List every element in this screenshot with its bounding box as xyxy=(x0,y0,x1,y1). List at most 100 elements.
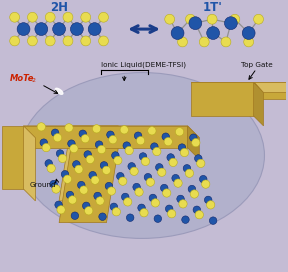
Circle shape xyxy=(99,213,106,221)
Circle shape xyxy=(75,165,83,174)
Polygon shape xyxy=(59,126,118,201)
Circle shape xyxy=(183,165,191,172)
Circle shape xyxy=(135,188,143,196)
Circle shape xyxy=(52,185,60,193)
Circle shape xyxy=(172,174,179,182)
Circle shape xyxy=(230,14,240,24)
Circle shape xyxy=(156,163,163,171)
Circle shape xyxy=(107,131,114,138)
Circle shape xyxy=(126,214,134,221)
Circle shape xyxy=(42,143,50,152)
Text: 2H: 2H xyxy=(50,1,68,14)
Circle shape xyxy=(81,135,89,143)
Polygon shape xyxy=(254,82,264,126)
Circle shape xyxy=(177,195,184,203)
Circle shape xyxy=(158,168,166,177)
Circle shape xyxy=(109,135,117,144)
Circle shape xyxy=(98,36,109,46)
Circle shape xyxy=(71,212,79,220)
Circle shape xyxy=(146,178,155,186)
Circle shape xyxy=(180,148,189,157)
Circle shape xyxy=(128,163,135,170)
Circle shape xyxy=(73,161,80,168)
Circle shape xyxy=(81,36,91,46)
Circle shape xyxy=(63,175,72,183)
Circle shape xyxy=(54,134,62,142)
Circle shape xyxy=(193,206,200,214)
Circle shape xyxy=(148,127,156,135)
Polygon shape xyxy=(2,126,24,189)
Circle shape xyxy=(96,197,104,205)
Circle shape xyxy=(134,132,142,140)
Circle shape xyxy=(185,169,194,177)
Circle shape xyxy=(86,155,94,163)
Circle shape xyxy=(88,23,101,36)
Circle shape xyxy=(119,177,127,185)
Circle shape xyxy=(254,14,264,24)
Circle shape xyxy=(199,37,209,47)
Circle shape xyxy=(98,12,109,22)
Polygon shape xyxy=(24,126,35,201)
Circle shape xyxy=(61,171,69,178)
Circle shape xyxy=(200,175,207,183)
Circle shape xyxy=(45,12,55,22)
Circle shape xyxy=(164,138,172,146)
Circle shape xyxy=(77,181,85,189)
Circle shape xyxy=(195,155,202,162)
Circle shape xyxy=(63,12,73,22)
Circle shape xyxy=(123,142,130,149)
Circle shape xyxy=(162,189,171,197)
Circle shape xyxy=(192,138,200,147)
Circle shape xyxy=(53,23,65,36)
Circle shape xyxy=(242,27,255,39)
Circle shape xyxy=(175,128,184,136)
Circle shape xyxy=(171,27,184,39)
Circle shape xyxy=(160,184,168,192)
Circle shape xyxy=(63,36,73,46)
Circle shape xyxy=(207,27,219,39)
Circle shape xyxy=(114,156,122,165)
Circle shape xyxy=(17,23,30,36)
Text: 2: 2 xyxy=(31,78,35,83)
Circle shape xyxy=(151,199,160,207)
Circle shape xyxy=(45,160,52,167)
Circle shape xyxy=(202,180,210,188)
Circle shape xyxy=(224,17,237,30)
Circle shape xyxy=(89,171,96,179)
Circle shape xyxy=(95,141,103,148)
Circle shape xyxy=(204,196,212,204)
Circle shape xyxy=(207,14,217,24)
Circle shape xyxy=(221,37,231,47)
Circle shape xyxy=(56,150,64,157)
Polygon shape xyxy=(192,82,264,92)
Circle shape xyxy=(55,201,62,209)
Circle shape xyxy=(40,139,48,146)
Circle shape xyxy=(107,187,115,195)
Text: Top Gate: Top Gate xyxy=(241,62,272,68)
Circle shape xyxy=(151,143,158,150)
Circle shape xyxy=(141,157,150,166)
Circle shape xyxy=(58,154,67,163)
Circle shape xyxy=(94,192,101,200)
Circle shape xyxy=(122,193,129,201)
Circle shape xyxy=(112,152,119,159)
Text: Ionic Liquid(DEME-TFSI): Ionic Liquid(DEME-TFSI) xyxy=(101,61,185,68)
Circle shape xyxy=(120,126,128,134)
Circle shape xyxy=(149,194,157,202)
Text: Ground: Ground xyxy=(29,182,56,188)
Circle shape xyxy=(154,215,162,222)
Circle shape xyxy=(66,191,74,199)
Circle shape xyxy=(162,133,169,140)
Circle shape xyxy=(97,146,106,154)
Circle shape xyxy=(125,146,133,155)
Circle shape xyxy=(71,23,83,36)
Circle shape xyxy=(27,12,37,22)
Circle shape xyxy=(178,144,186,151)
Circle shape xyxy=(45,36,55,46)
Circle shape xyxy=(110,203,118,211)
Circle shape xyxy=(92,125,101,133)
Circle shape xyxy=(85,207,93,215)
Circle shape xyxy=(179,200,187,208)
Circle shape xyxy=(47,164,55,172)
Ellipse shape xyxy=(20,73,264,239)
